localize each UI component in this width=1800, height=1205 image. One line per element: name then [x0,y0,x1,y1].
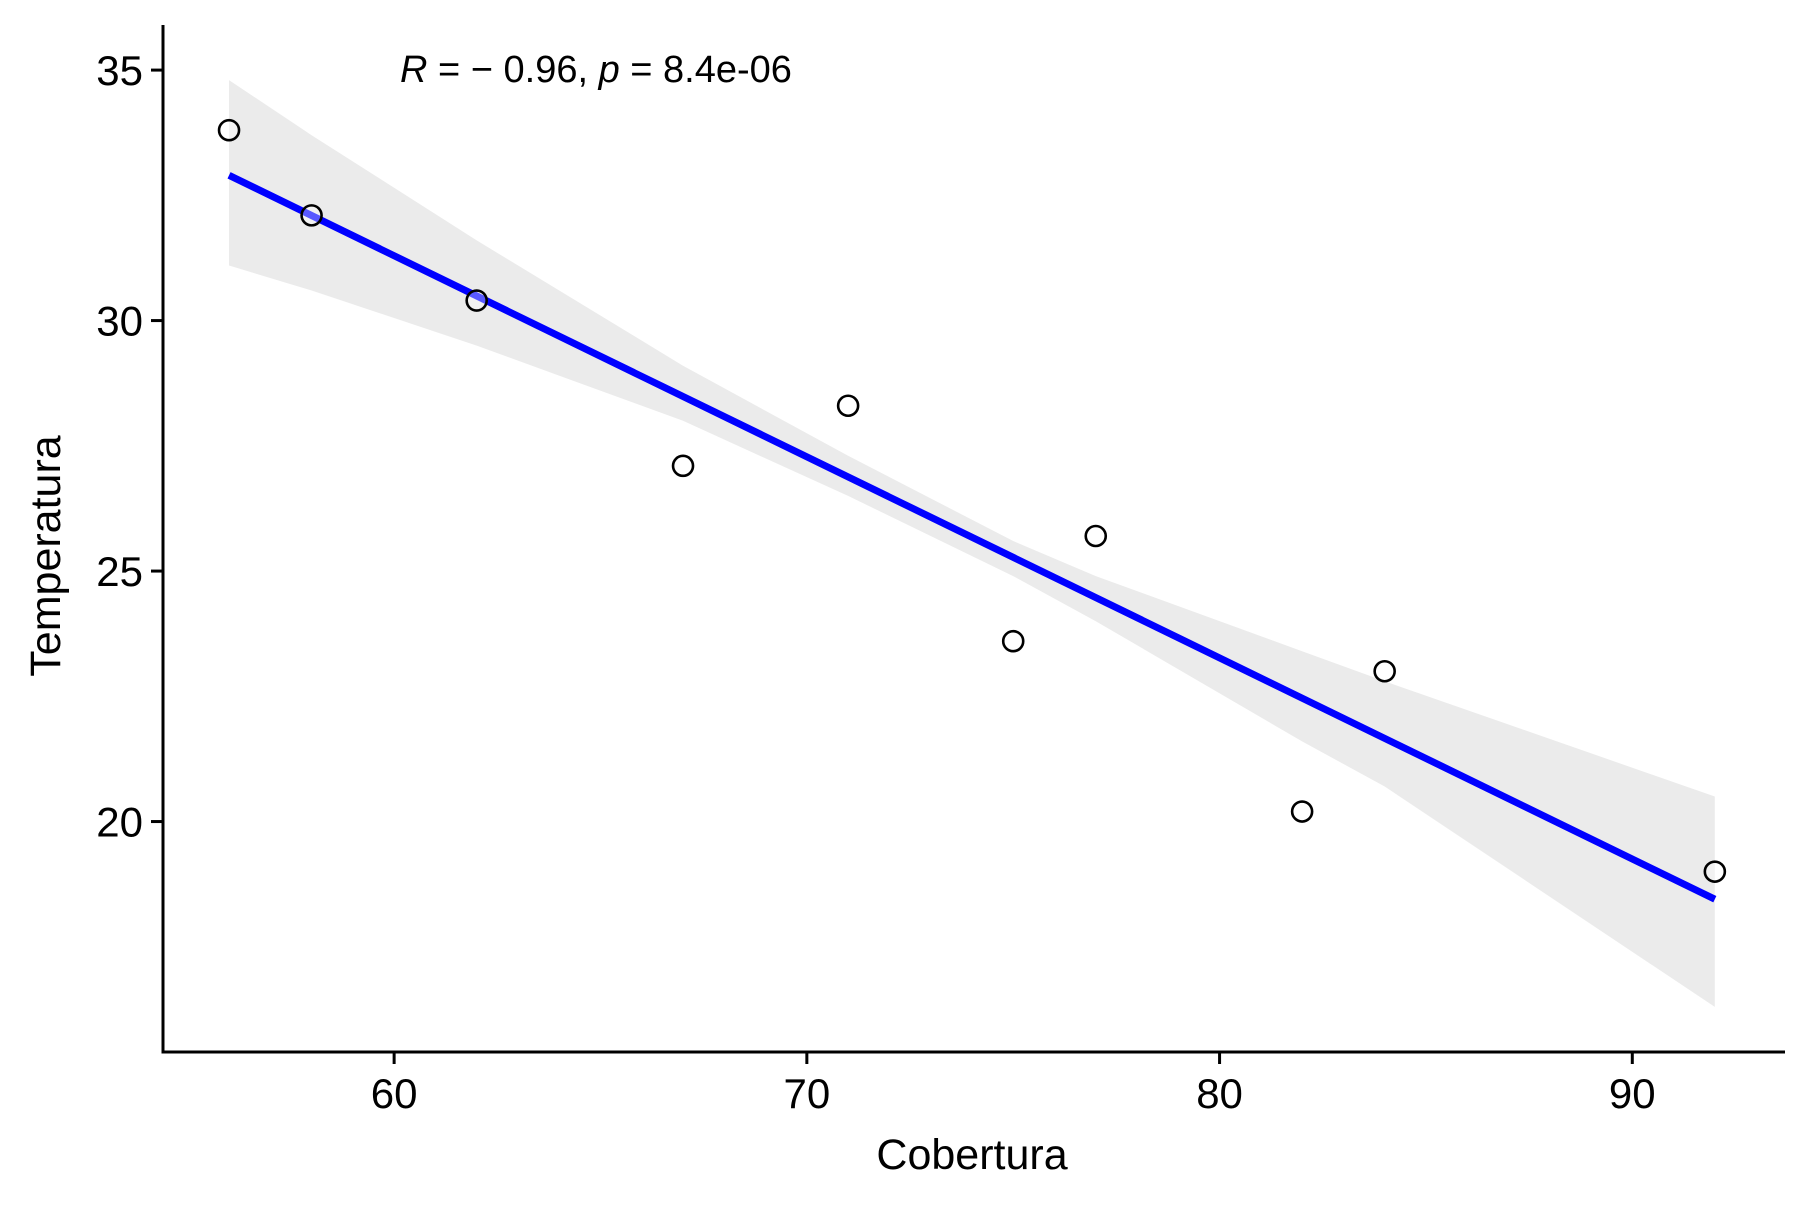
y-tick-label-35: 35 [96,47,143,94]
regression-line-layer [227,172,1717,903]
p-symbol: p [598,49,620,91]
r-value-text: = − 0.96, [427,49,598,91]
data-point-10 [1703,860,1727,883]
data-point-4 [671,454,695,478]
data-point-2 [300,204,323,227]
confidence-band-layer [229,80,1715,1007]
x-tick-label-60: 60 [371,1070,418,1117]
correlation-annotation: R = − 0.96, p = 8.4e-06 [400,49,792,91]
y-tick-label-30: 30 [96,298,143,345]
data-point-9 [1373,659,1396,683]
data-point-5 [836,394,860,418]
x-tick-label-80: 80 [1196,1070,1243,1117]
x-axis-title: Cobertura [876,1131,1067,1179]
data-points-layer [217,118,1727,883]
y-tick-label-25: 25 [96,548,143,595]
x-tick-label-70: 70 [783,1070,830,1117]
y-axis-title: Temperatura [22,435,70,676]
axes-layer: 60 70 80 90 20 25 30 35 [96,25,1785,1117]
regression-line [227,172,1717,903]
p-value-text: = 8.4e-06 [620,49,792,91]
data-point-7 [1084,524,1108,548]
data-point-3 [465,289,488,312]
data-point-6 [1001,629,1025,653]
data-point-8 [1290,800,1314,823]
r-symbol: R [400,49,427,91]
x-tick-label-90: 90 [1609,1070,1656,1117]
data-point-1 [217,118,241,142]
confidence-band [229,80,1715,1007]
y-tick-label-20: 20 [96,799,143,846]
